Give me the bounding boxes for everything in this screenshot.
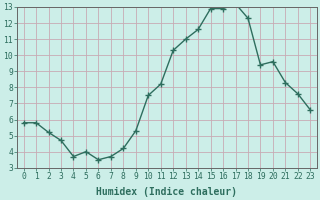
X-axis label: Humidex (Indice chaleur): Humidex (Indice chaleur) bbox=[96, 186, 237, 197]
